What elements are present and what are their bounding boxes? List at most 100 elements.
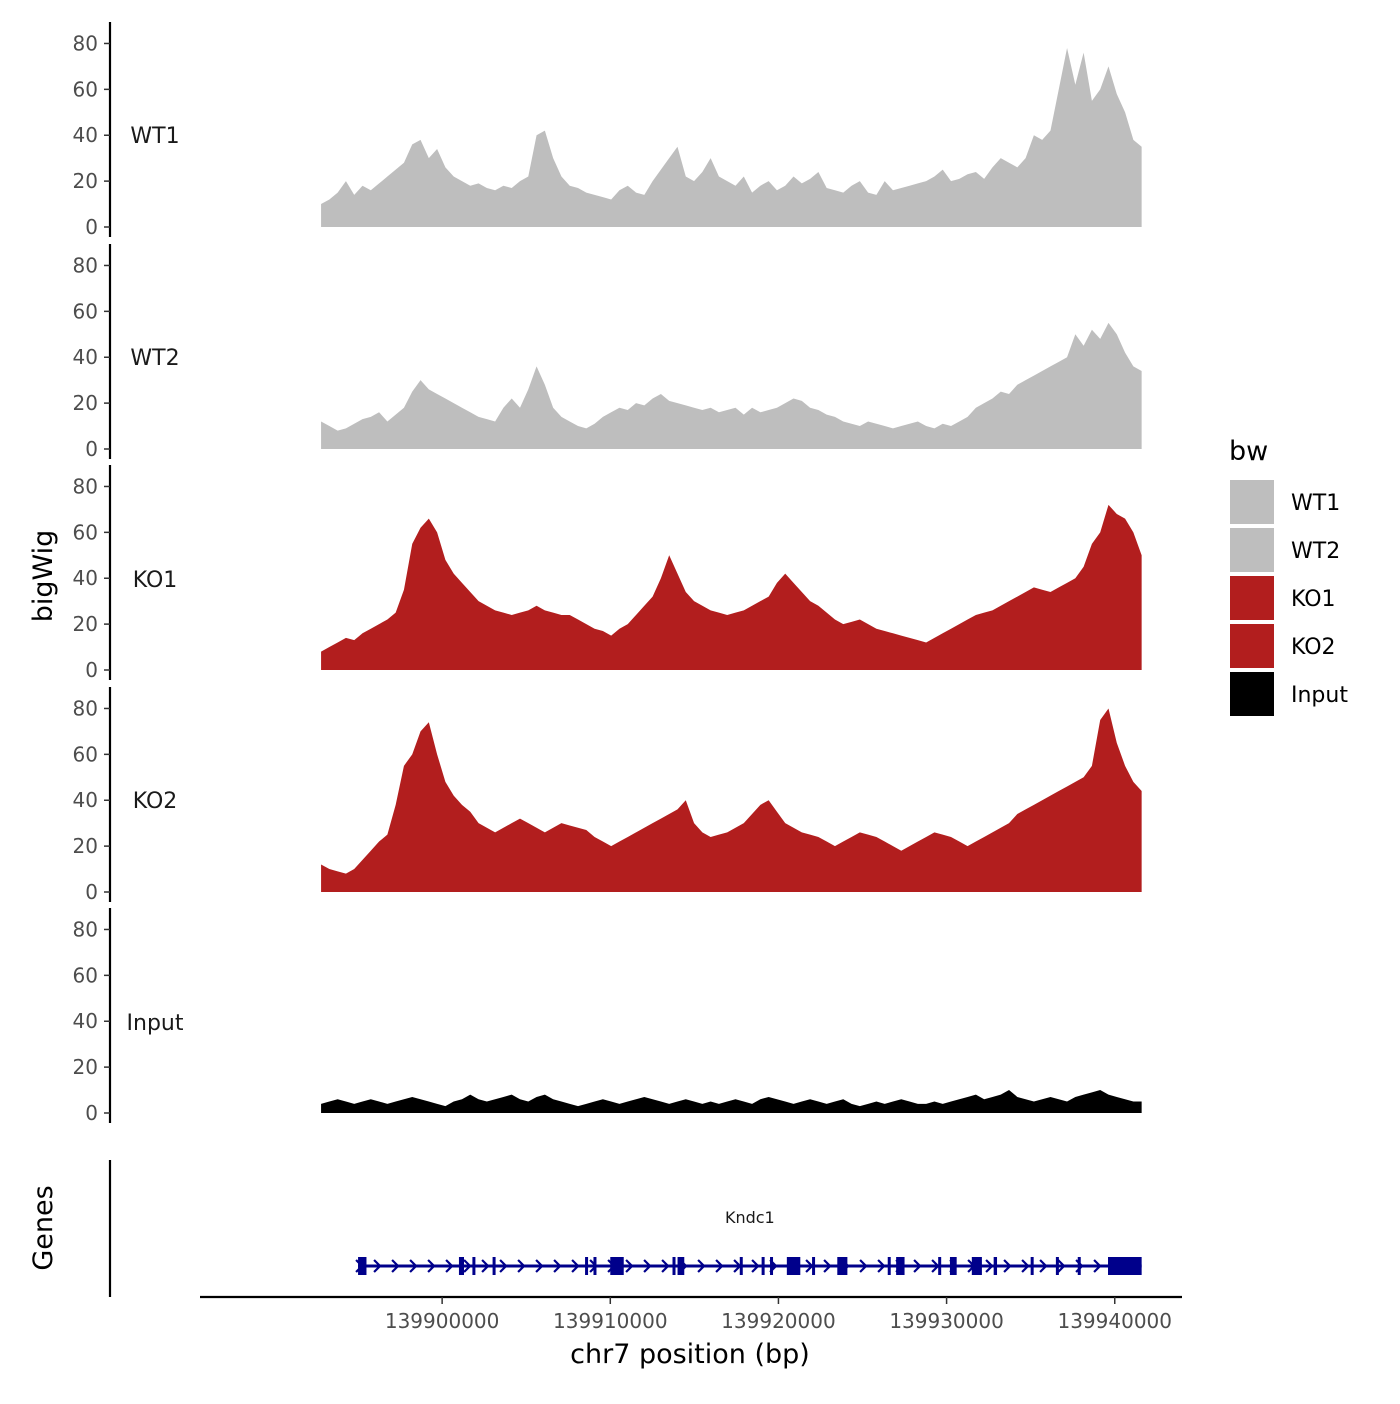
y-tick-label: 80 bbox=[73, 31, 98, 55]
gene-strand-arrow bbox=[1021, 1259, 1030, 1273]
y-tick-label: 20 bbox=[73, 612, 98, 636]
gene-strand-arrow bbox=[391, 1259, 400, 1273]
gene-strand-arrow bbox=[823, 1259, 832, 1273]
legend-swatch bbox=[1230, 624, 1274, 668]
gene-strand-arrow bbox=[913, 1259, 922, 1273]
signal-area-ko2 bbox=[321, 708, 1142, 892]
legend-entries: WT1 WT2 KO1 KO2 Input bbox=[1230, 480, 1348, 716]
x-tick-label: 139940000 bbox=[1057, 1309, 1172, 1333]
legend-label: Input bbox=[1291, 683, 1348, 708]
y-tick-label: 60 bbox=[73, 963, 98, 987]
gene-exon bbox=[971, 1257, 982, 1275]
gene-exon bbox=[812, 1257, 816, 1275]
gene-strand-arrow bbox=[1003, 1259, 1012, 1273]
gene-exon bbox=[458, 1257, 464, 1275]
genes-axis-title: Genes bbox=[28, 1185, 59, 1270]
gene-strand-arrow bbox=[427, 1259, 436, 1273]
y-tick-label: 0 bbox=[85, 437, 98, 461]
gene-exon bbox=[1108, 1257, 1142, 1275]
y-tick-label: 40 bbox=[73, 345, 98, 369]
y-tick-label: 20 bbox=[73, 169, 98, 193]
x-axis: 139900000 139910000 139920000 139930000 1399… bbox=[200, 1295, 1182, 1333]
track-panel-input: 0 20 40 60 80 Input bbox=[73, 908, 1142, 1125]
gene-exon bbox=[1055, 1257, 1059, 1275]
x-axis-title: chr7 position (bp) bbox=[570, 1339, 810, 1370]
gene-exon bbox=[770, 1257, 774, 1275]
track-label-ko2: KO2 bbox=[133, 789, 178, 814]
gene-strand-arrow bbox=[535, 1259, 544, 1273]
legend-label: WT1 bbox=[1291, 491, 1340, 516]
legend-entry-wt2: WT2 bbox=[1230, 528, 1340, 572]
gene-strand-arrow bbox=[859, 1259, 868, 1273]
gene-exon bbox=[672, 1257, 676, 1275]
y-tick-label: 60 bbox=[73, 742, 98, 766]
gene-exon bbox=[358, 1257, 367, 1275]
gene-exon bbox=[949, 1257, 957, 1275]
legend-label: KO2 bbox=[1291, 635, 1336, 660]
y-tick-label: 80 bbox=[73, 253, 98, 277]
tracks-group: 0 20 40 60 80 WT1 0 20 40 60 80 WT2 0 20 40 60 80 KO1 0 20 4… bbox=[73, 22, 1142, 1125]
gene-strand-arrow bbox=[643, 1259, 652, 1273]
gene-strand-arrow bbox=[715, 1259, 724, 1273]
gene-strand-arrow bbox=[553, 1259, 562, 1273]
legend: bw WT1 WT2 KO1 KO2 Input bbox=[1229, 436, 1348, 716]
gene-strand-arrow bbox=[517, 1259, 526, 1273]
gene-exon bbox=[1077, 1257, 1081, 1275]
legend-entry-ko1: KO1 bbox=[1230, 576, 1336, 620]
track-panel-wt2: 0 20 40 60 80 WT2 bbox=[73, 244, 1142, 461]
gene-strand-arrow bbox=[445, 1259, 454, 1273]
gene-strand-arrow bbox=[463, 1259, 472, 1273]
x-tick-label: 139930000 bbox=[889, 1309, 1004, 1333]
track-label-wt1: WT1 bbox=[130, 124, 179, 149]
gene-exon bbox=[739, 1257, 743, 1275]
gene-exon bbox=[593, 1257, 597, 1275]
track-label-wt2: WT2 bbox=[130, 346, 179, 371]
y-tick-label: 20 bbox=[73, 834, 98, 858]
gene-strand-arrow bbox=[877, 1259, 886, 1273]
legend-swatch bbox=[1230, 576, 1274, 620]
gene-exon bbox=[786, 1257, 801, 1275]
gene-strand-arrow bbox=[373, 1259, 382, 1273]
x-tick-label: 139900000 bbox=[385, 1309, 500, 1333]
gene-strand-arrow bbox=[499, 1259, 508, 1273]
gene-name-label: Kndc1 bbox=[725, 1208, 775, 1227]
y-axis-title: bigWig bbox=[28, 530, 59, 623]
signal-area-input bbox=[321, 1090, 1142, 1113]
legend-entry-input: Input bbox=[1230, 672, 1348, 716]
y-tick-label: 80 bbox=[73, 696, 98, 720]
legend-swatch bbox=[1230, 672, 1274, 716]
legend-swatch bbox=[1230, 528, 1274, 572]
gene-strand-arrow bbox=[661, 1259, 670, 1273]
gene-strand-arrow bbox=[571, 1259, 580, 1273]
signal-area-wt1 bbox=[321, 48, 1142, 228]
y-tick-label: 0 bbox=[85, 880, 98, 904]
gene-exon bbox=[938, 1257, 942, 1275]
y-tick-label: 20 bbox=[73, 391, 98, 415]
y-tick-label: 40 bbox=[73, 123, 98, 147]
gene-strand-arrow bbox=[805, 1259, 814, 1273]
gene-exon bbox=[492, 1257, 496, 1275]
y-tick-label: 40 bbox=[73, 1009, 98, 1033]
y-tick-label: 60 bbox=[73, 299, 98, 323]
gene-exon bbox=[472, 1257, 476, 1275]
gene-exon bbox=[761, 1257, 765, 1275]
legend-title: bw bbox=[1229, 436, 1268, 467]
y-tick-label: 0 bbox=[85, 658, 98, 682]
track-label-input: Input bbox=[127, 1011, 184, 1036]
signal-area-ko1 bbox=[321, 504, 1142, 670]
gene-exon bbox=[896, 1257, 905, 1275]
y-tick-label: 40 bbox=[73, 788, 98, 812]
gene-exon bbox=[993, 1257, 998, 1275]
gene-strand-arrow bbox=[625, 1259, 634, 1273]
y-tick-label: 60 bbox=[73, 77, 98, 101]
gene-strand-arrow bbox=[985, 1259, 994, 1273]
gene-strand-arrow bbox=[931, 1259, 940, 1273]
signal-area-wt2 bbox=[321, 322, 1142, 449]
y-tick-label: 40 bbox=[73, 566, 98, 590]
legend-swatch bbox=[1230, 480, 1274, 524]
gene-strand-arrow bbox=[751, 1259, 760, 1273]
x-tick-label: 139910000 bbox=[553, 1309, 668, 1333]
track-label-ko1: KO1 bbox=[133, 568, 178, 593]
gene-exon bbox=[1030, 1257, 1034, 1275]
